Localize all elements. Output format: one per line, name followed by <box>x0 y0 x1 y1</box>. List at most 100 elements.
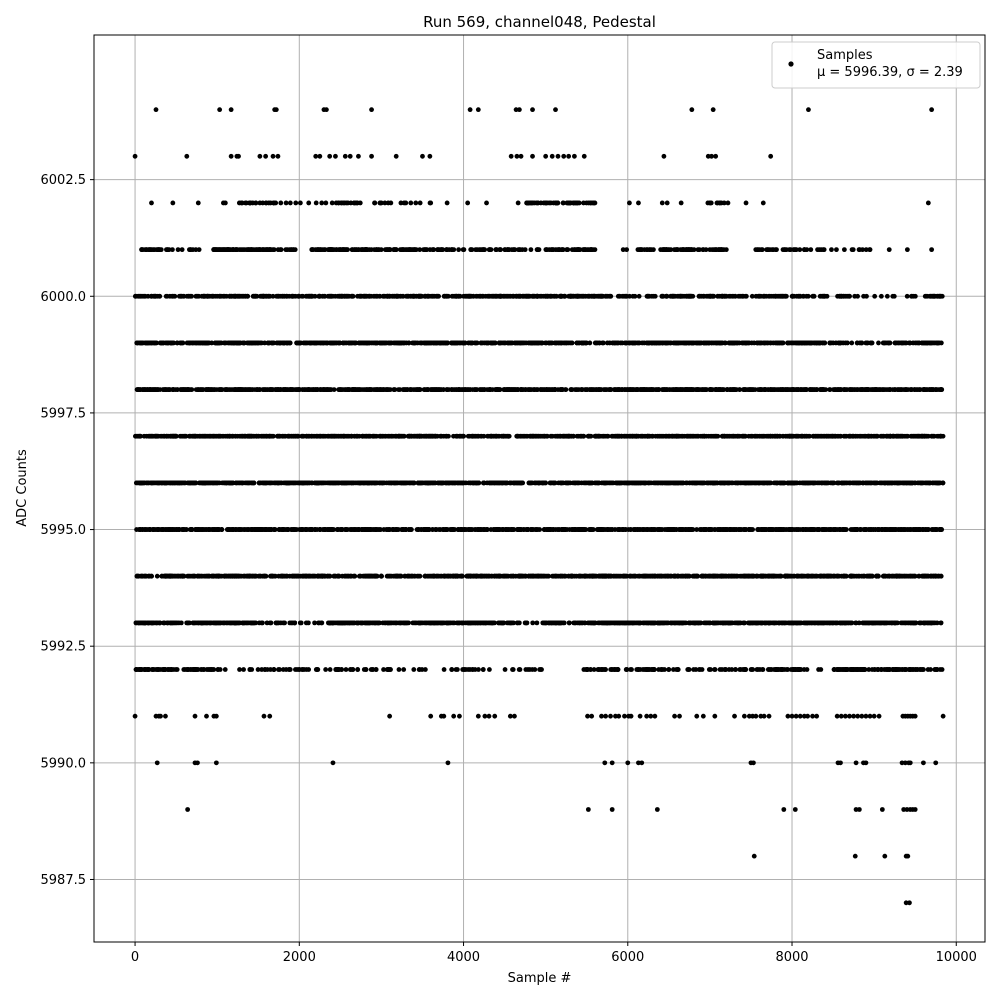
data-point <box>548 293 554 299</box>
data-point <box>261 433 267 439</box>
data-point <box>695 247 701 253</box>
data-point <box>782 293 788 299</box>
data-point <box>707 293 713 299</box>
data-point <box>678 200 684 206</box>
data-point <box>757 433 763 439</box>
data-point <box>516 107 522 113</box>
data-point <box>487 387 493 392</box>
data-point <box>320 293 326 299</box>
data-point <box>139 340 145 346</box>
data-point <box>928 293 934 299</box>
data-point <box>632 293 638 299</box>
data-point <box>819 340 825 346</box>
data-point <box>253 200 258 206</box>
data-point <box>797 247 803 253</box>
data-point <box>755 293 761 299</box>
data-point <box>706 340 712 346</box>
data-point <box>405 387 410 392</box>
data-point <box>317 340 323 346</box>
data-point <box>555 153 561 159</box>
data-point <box>438 247 444 253</box>
data-point <box>494 387 500 392</box>
data-point <box>444 433 450 439</box>
data-point <box>498 293 503 299</box>
data-point <box>299 293 305 299</box>
data-point <box>558 293 563 299</box>
data-point <box>428 200 434 206</box>
data-point <box>766 433 772 439</box>
data-point <box>710 107 716 113</box>
data-point <box>258 480 263 486</box>
data-point <box>769 247 775 253</box>
data-point <box>661 153 667 159</box>
data-point <box>534 433 540 439</box>
data-point <box>257 200 263 206</box>
data-point <box>175 247 181 253</box>
data-point <box>306 433 312 439</box>
data-point <box>685 433 691 439</box>
data-point <box>224 247 230 253</box>
data-point <box>566 293 572 299</box>
data-point <box>787 247 792 253</box>
data-point <box>217 107 223 113</box>
data-point <box>604 293 610 299</box>
data-point <box>426 340 432 346</box>
data-point <box>517 247 522 253</box>
data-point <box>867 247 873 253</box>
data-point <box>368 293 374 299</box>
data-point <box>544 247 549 253</box>
data-point <box>246 340 252 346</box>
data-point <box>887 340 893 346</box>
data-point <box>347 153 353 159</box>
data-point <box>257 340 263 346</box>
data-point <box>830 433 836 439</box>
data-point <box>340 433 346 439</box>
data-point <box>321 480 326 486</box>
data-point <box>346 293 352 299</box>
data-point <box>656 387 662 392</box>
data-point <box>791 340 797 346</box>
data-point <box>530 153 535 159</box>
data-point <box>151 387 157 392</box>
data-point <box>349 433 355 439</box>
data-point <box>898 433 904 439</box>
data-point <box>198 387 204 392</box>
data-point <box>800 293 806 299</box>
data-point <box>814 340 820 346</box>
data-point <box>576 293 582 299</box>
data-point <box>274 293 279 299</box>
data-point <box>869 387 875 392</box>
data-point <box>216 480 222 486</box>
data-point <box>581 153 587 159</box>
data-point <box>370 340 376 346</box>
data-point <box>627 433 633 439</box>
data-point <box>699 387 705 392</box>
data-point <box>568 340 574 346</box>
data-point <box>552 293 558 299</box>
data-point <box>708 433 714 439</box>
data-point <box>705 200 711 206</box>
data-point <box>619 387 625 392</box>
data-point <box>412 387 418 392</box>
data-point <box>796 293 802 299</box>
data-point <box>417 200 423 206</box>
data-point <box>388 200 394 206</box>
data-point <box>690 293 696 299</box>
data-point <box>196 247 202 253</box>
data-point <box>650 433 656 439</box>
data-point <box>228 480 233 486</box>
data-point <box>392 247 397 253</box>
data-point <box>413 247 419 253</box>
data-point <box>492 340 498 346</box>
data-point <box>319 200 325 206</box>
data-point <box>185 387 191 392</box>
data-point <box>251 480 257 486</box>
data-point <box>562 387 568 392</box>
data-point <box>939 293 945 299</box>
data-point <box>589 247 594 253</box>
data-point <box>455 293 461 299</box>
data-point <box>309 247 315 253</box>
data-point <box>468 247 474 253</box>
data-point <box>806 107 811 113</box>
data-point <box>773 433 779 439</box>
